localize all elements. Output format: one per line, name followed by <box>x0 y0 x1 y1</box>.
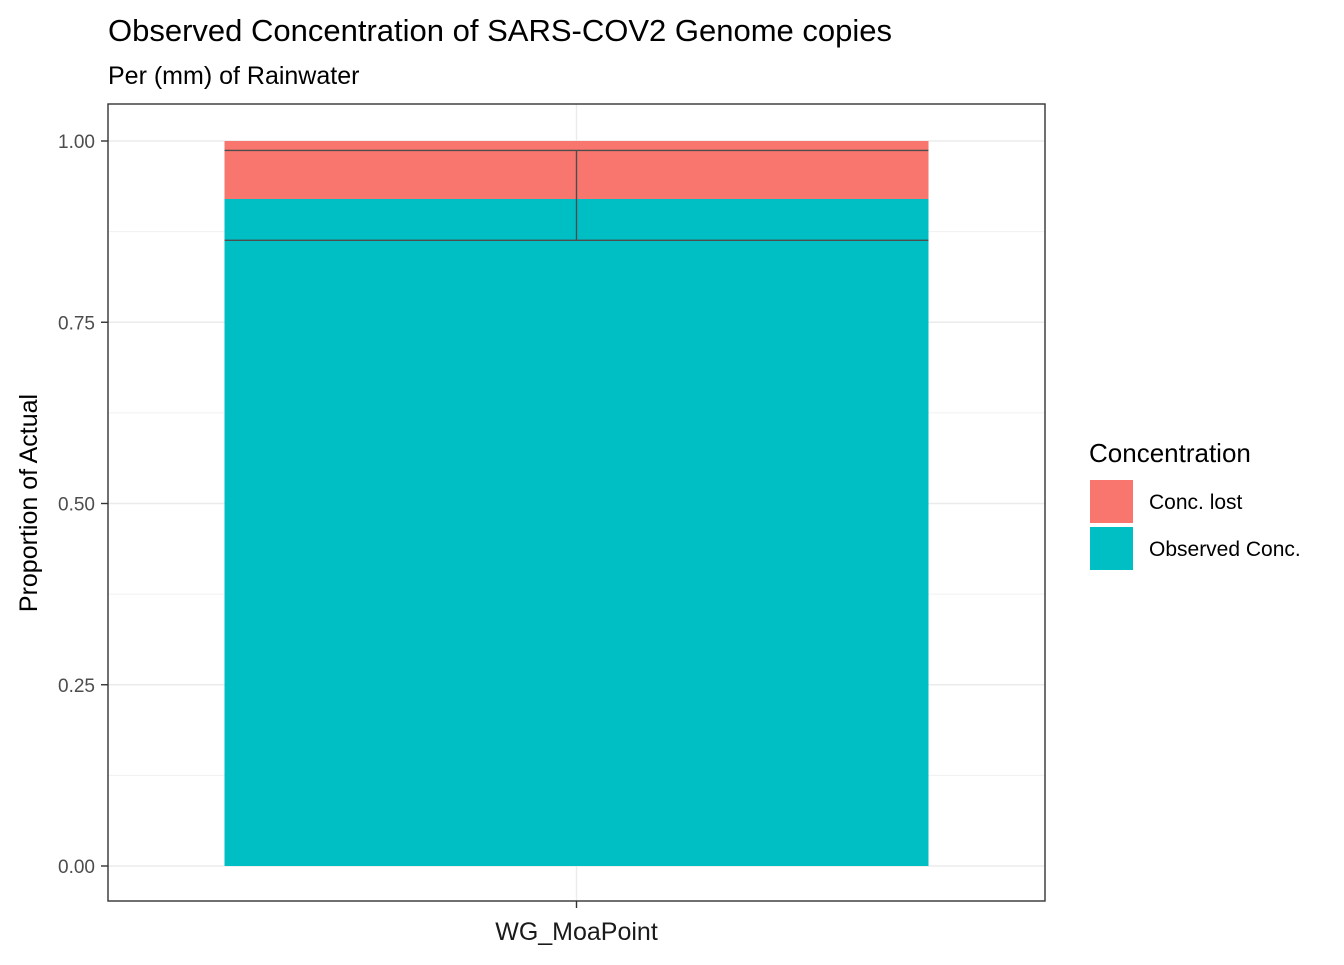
y-tick-label: 0.50 <box>58 495 95 516</box>
legend-key <box>1090 480 1133 523</box>
bar-layer <box>224 141 929 866</box>
legend-label: Observed Conc. <box>1149 538 1301 561</box>
y-tick-label: 0.75 <box>58 313 95 334</box>
y-axis-title: Proportion of Actual <box>15 394 43 612</box>
legend-label: Conc. lost <box>1149 491 1243 514</box>
chart-title: Observed Concentration of SARS-COV2 Geno… <box>108 13 892 48</box>
axis-layer: WG_MoaPoint 0.00 0.25 0.50 0.75 1.00 <box>58 132 658 946</box>
errorbar-layer <box>224 149 929 242</box>
legend-title: Concentration <box>1089 438 1251 468</box>
y-tick-label: 0.00 <box>58 857 95 878</box>
y-tick-label: 1.00 <box>58 132 95 153</box>
x-tick-label: WG_MoaPoint <box>495 918 658 946</box>
bar-segment-observed-conc <box>224 199 929 866</box>
legend-key <box>1090 527 1133 570</box>
legend: Concentration Conc. lost Observed Conc. <box>1089 438 1301 570</box>
chart-subtitle: Per (mm) of Rainwater <box>108 62 359 90</box>
y-tick-label: 0.25 <box>58 676 95 697</box>
